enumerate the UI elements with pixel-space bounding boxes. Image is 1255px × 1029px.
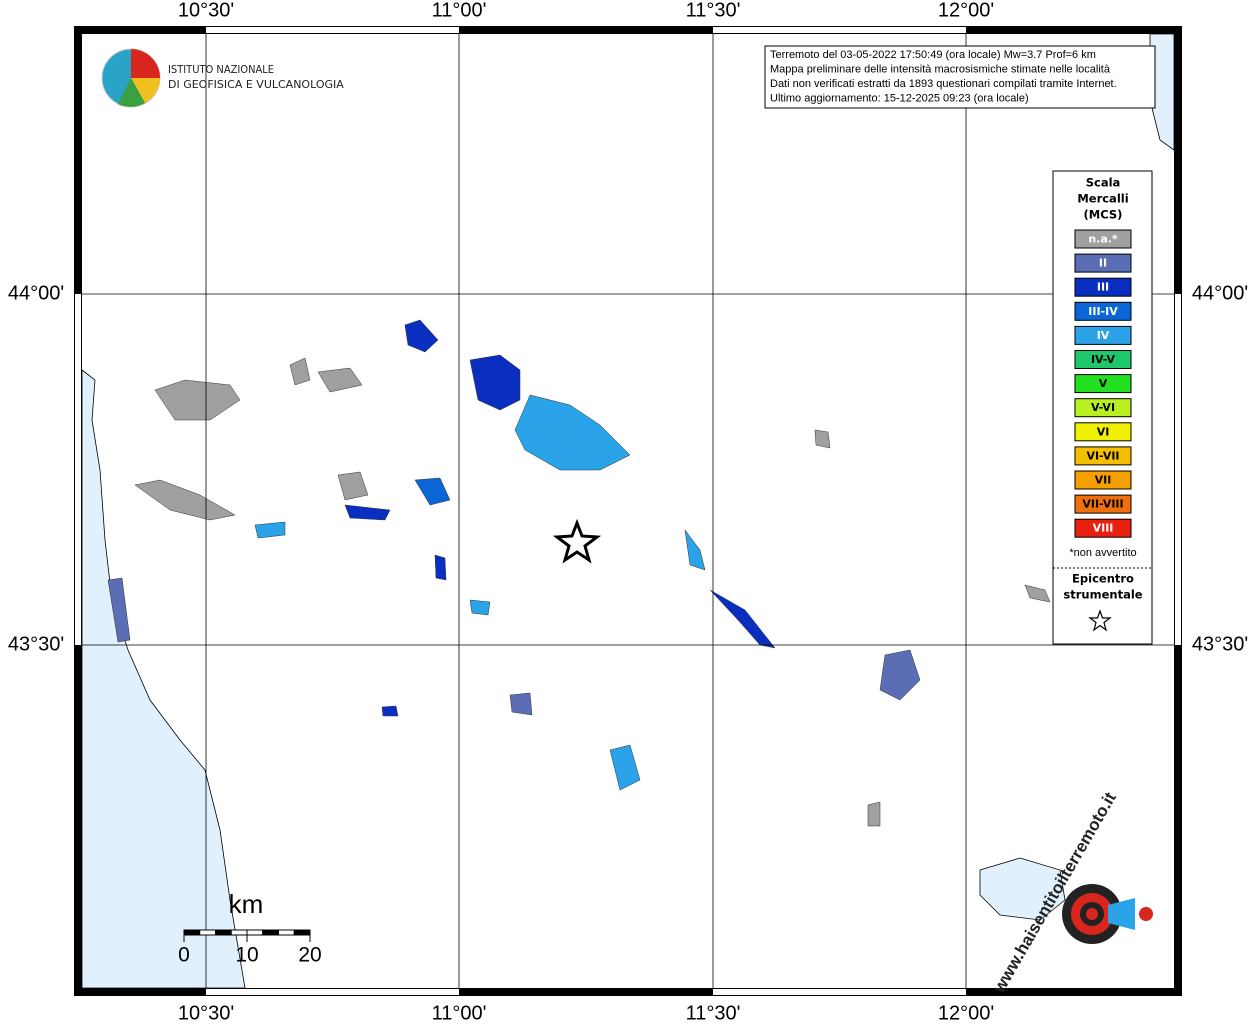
ingv-logo: ISTITUTO NAZIONALE DI GEOFISICA E VULCAN… [101, 48, 344, 108]
graticule [82, 34, 1174, 988]
frame-segments [75, 27, 1181, 995]
lon-label: 10°30' [178, 1002, 234, 1024]
scale-segment [199, 929, 216, 936]
lat-label: 43°30' [1192, 633, 1248, 655]
legend-label: VII [1095, 474, 1112, 487]
legend-label: II [1099, 257, 1107, 270]
info-line: Mappa preliminare delle intensità macros… [770, 63, 1111, 75]
lon-label: 12°00' [938, 0, 994, 21]
lat-label: 44°00' [8, 282, 64, 304]
legend-swatch [1074, 470, 1132, 490]
localities [107, 319, 1051, 827]
legend: ScalaMercalli(MCS)n.a.*IIIIIIII-IVIVIV-V… [1053, 176, 1152, 632]
scale-segment [262, 929, 279, 936]
info-line: Dati non verificati estratti da 1893 que… [770, 78, 1117, 90]
lon-label: 10°30' [178, 0, 234, 21]
legend-label: n.a.* [1088, 233, 1118, 246]
legend-swatch [1074, 494, 1132, 514]
scale-label: 0 [178, 944, 190, 967]
legend-star [1088, 609, 1112, 632]
lon-label: 11°30' [686, 0, 741, 21]
lon-label: 12°00' [938, 1002, 994, 1024]
logo-text: ISTITUTO NAZIONALE [168, 63, 274, 76]
legend-label: VII-VIII [1082, 498, 1123, 511]
epicenter-star [552, 518, 602, 564]
lon-label: 11°00' [432, 1002, 487, 1024]
scale-label: 10 [235, 944, 258, 967]
legend-swatch [1074, 229, 1132, 249]
frame-white [206, 27, 459, 33]
lon-label: 11°00' [432, 0, 487, 21]
scale-bar: km 0 10 20 [178, 889, 322, 967]
legend-note: *non avvertito [1069, 547, 1136, 559]
scale-segment [215, 929, 232, 936]
legend-swatch [1074, 325, 1132, 345]
legend-swatch [1074, 422, 1132, 442]
info-text: Terremoto del 03-05-2022 17:50:49 (ora l… [770, 49, 1117, 105]
frame-white [75, 294, 81, 645]
legend-swatch [1074, 277, 1132, 297]
legend-label: III [1097, 281, 1109, 294]
legend-swatch [1074, 350, 1132, 369]
lat-label: 44°00' [1192, 282, 1248, 304]
lon-label: 11°30' [686, 1002, 741, 1024]
info-line: Terremoto del 03-05-2022 17:50:49 (ora l… [770, 49, 1096, 61]
legend-epicenter: Epicentro [1072, 572, 1134, 586]
logo-text: DI GEOFISICA E VULCANOLOGIA [168, 78, 344, 91]
info-line: Ultimo aggiornamento: 15-12-2025 09:23 (… [770, 92, 1029, 104]
scale-unit: km [229, 889, 264, 919]
lat-label: 43°30' [8, 633, 64, 655]
frame-white [713, 27, 966, 33]
frame-white [713, 989, 966, 995]
legend-title: Scala [1086, 176, 1121, 190]
scale-segment [246, 929, 264, 936]
frame-white [1175, 294, 1181, 645]
legend-swatch [1074, 446, 1132, 466]
scale-label: 20 [298, 944, 321, 967]
legend-epicenter: strumentale [1063, 588, 1142, 602]
legend-swatch [1074, 518, 1132, 538]
scale-segment [183, 929, 201, 936]
scale-segment [230, 929, 248, 936]
legend-swatch [1074, 374, 1132, 394]
legend-label: V [1099, 377, 1108, 390]
legend-title: (MCS) [1084, 208, 1123, 222]
legend-title: Mercalli [1077, 192, 1128, 206]
legend-label: III-IV [1088, 305, 1118, 318]
frame-white [206, 989, 459, 995]
legend-swatch [1074, 301, 1132, 321]
info-box [764, 45, 1156, 109]
legend-label: V-VI [1091, 401, 1115, 414]
scale-segment [278, 929, 295, 936]
map-area [82, 34, 1174, 988]
legend-label: VI [1097, 425, 1110, 438]
legend-swatch [1074, 398, 1132, 418]
legend-swatch [1074, 253, 1132, 273]
legend-label: VIII [1093, 522, 1114, 535]
legend-label: IV-V [1091, 353, 1116, 366]
sea [81, 369, 246, 989]
legend-label: VI-VII [1086, 449, 1119, 462]
legend-label: IV [1097, 329, 1110, 342]
scale-segment [293, 929, 311, 936]
